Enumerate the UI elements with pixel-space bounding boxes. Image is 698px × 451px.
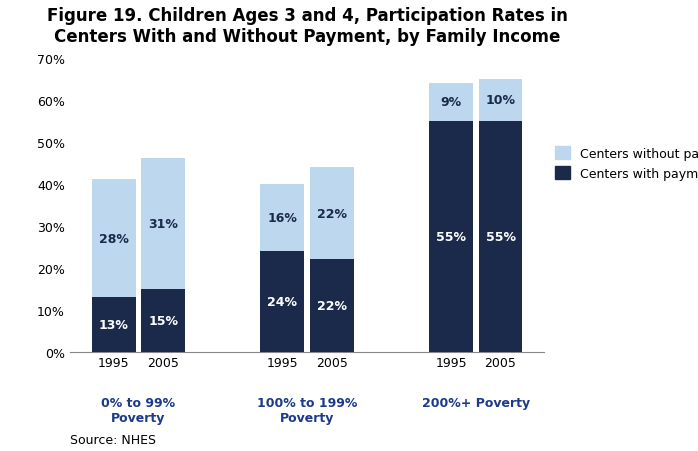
Text: 22%: 22% [317,207,347,220]
Text: 24%: 24% [267,295,297,308]
Text: 15%: 15% [148,314,178,327]
Bar [91,297,135,352]
Bar [91,180,135,297]
Text: 28%: 28% [98,232,128,245]
Text: 55%: 55% [486,230,516,243]
Text: Source: NHES: Source: NHES [70,433,156,446]
Bar [260,184,304,251]
Bar [479,121,523,352]
Text: 31%: 31% [148,217,178,230]
Bar [429,84,473,121]
Legend: Centers without payment, Centers with payment: Centers without payment, Centers with pa… [556,147,698,180]
Bar [260,251,304,352]
Text: 100% to 199%
Poverty: 100% to 199% Poverty [257,396,357,424]
Title: Figure 19. Children Ages 3 and 4, Participation Rates in
Centers With and Withou: Figure 19. Children Ages 3 and 4, Partic… [47,7,567,46]
Text: 200%+ Poverty: 200%+ Poverty [422,396,530,409]
Text: 22%: 22% [317,299,347,312]
Text: 9%: 9% [440,96,461,109]
Text: 16%: 16% [267,211,297,224]
Bar [310,260,354,352]
Bar [310,167,354,260]
Bar [141,289,185,352]
Text: 10%: 10% [486,94,516,107]
Bar [141,159,185,289]
Text: 55%: 55% [436,230,466,243]
Text: 13%: 13% [98,318,128,331]
Bar [429,121,473,352]
Text: 0% to 99%
Poverty: 0% to 99% Poverty [101,396,175,424]
Bar [479,79,523,121]
